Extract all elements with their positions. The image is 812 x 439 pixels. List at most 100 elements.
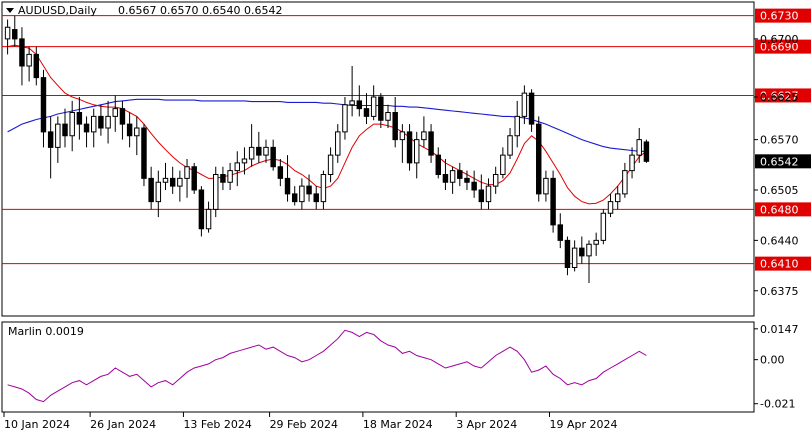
candle-bull	[335, 131, 341, 156]
candle-bear	[478, 189, 485, 203]
candle-bull	[622, 170, 628, 195]
current-price-tag	[755, 154, 811, 169]
level-tag	[755, 256, 811, 271]
candle-bull	[607, 201, 614, 214]
indicator-tick-label: 0.00	[760, 354, 785, 367]
candle-bull	[213, 174, 219, 210]
candle-bull	[184, 166, 190, 179]
level-tag	[755, 88, 811, 103]
level-tag-label: 0.6627	[760, 89, 799, 102]
date-tick-label: 19 Apr 2024	[550, 418, 618, 431]
level-tag-label: 0.6480	[760, 203, 799, 216]
candle-bear	[428, 131, 434, 156]
candle-bull	[629, 154, 635, 172]
candle-bear	[528, 92, 535, 125]
candle-bull	[586, 243, 592, 257]
candle-bear	[313, 193, 319, 203]
price-axis: 0.6700 0.6625 0.6570 0.6505 0.6440 0.6375 0.65…	[754, 33, 811, 298]
candle-bull	[370, 96, 377, 117]
price-tick-label: 0.6625	[760, 91, 799, 104]
level-tag	[755, 8, 811, 23]
candle-bull	[69, 112, 75, 137]
candle-bull	[485, 185, 492, 203]
ma-slow-line	[7, 98, 647, 152]
oscillator-line	[7, 329, 647, 403]
indicator-tick-label: 0.0147	[760, 323, 799, 336]
candle-bull	[26, 53, 32, 67]
candle-bear	[47, 131, 54, 148]
candle-bear	[306, 185, 312, 195]
candle-bull	[55, 123, 61, 148]
main-frame	[1, 1, 755, 317]
candle-bear	[33, 53, 40, 79]
candle-bear	[471, 181, 477, 191]
candle-bull	[543, 177, 549, 195]
price-tick-label: 0.6375	[760, 285, 799, 298]
candle-bear	[291, 193, 298, 203]
candle-bear	[141, 127, 147, 179]
candle-bull	[449, 170, 456, 183]
candle-bull	[241, 158, 248, 164]
candle-bear	[169, 177, 176, 187]
candle-bull	[521, 92, 528, 117]
candle-bear	[536, 123, 542, 195]
candle-bull	[155, 181, 162, 203]
level-tag	[755, 202, 811, 217]
candle-bear	[40, 77, 47, 133]
candle-bear	[148, 177, 154, 203]
candle-bear	[442, 174, 449, 183]
candle-bear	[406, 131, 413, 164]
candle-bear	[270, 146, 276, 168]
candle-bull	[385, 112, 391, 121]
candle-bull	[248, 146, 255, 160]
candle-bull	[593, 239, 599, 245]
level-tag	[755, 39, 811, 54]
candle-bear	[457, 170, 463, 179]
candle-bear	[284, 177, 291, 195]
indicator-tick-label: -0.021	[760, 398, 795, 411]
level-tag-label: 0.6730	[760, 10, 799, 23]
price-tick-label: 0.6570	[760, 134, 799, 147]
candle-bear	[557, 224, 564, 241]
price-tick-label: 0.6700	[760, 33, 799, 46]
candle-bull	[177, 177, 183, 187]
candle-bear	[126, 123, 133, 137]
date-tick-label: 26 Jan 2024	[90, 418, 156, 431]
candle-bull	[492, 174, 499, 187]
level-lines: 0.6730 0.6690 0.6627 0.6480 0.6410	[2, 8, 811, 271]
candle-bear	[220, 174, 226, 183]
candle-bull	[227, 170, 233, 183]
candle-bear	[98, 115, 104, 129]
candles	[4, 15, 650, 283]
candle-bull	[4, 26, 11, 40]
candle-bull	[500, 154, 506, 175]
candle-bull	[507, 135, 513, 156]
price-tick-label: 0.6440	[760, 234, 799, 247]
candle-bull	[234, 162, 241, 172]
date-tick-label: 10 Jan 2024	[4, 418, 70, 431]
oscillator-plot: 0.0147 0.00 -0.021	[7, 323, 799, 411]
candle-bull	[349, 100, 355, 106]
candle-bull	[600, 212, 607, 241]
dropdown-arrow-icon[interactable]	[6, 8, 14, 13]
candle-bear	[12, 29, 18, 40]
indicator-frame	[1, 321, 755, 413]
candle-bull	[413, 139, 420, 164]
candle-bear	[76, 112, 83, 125]
date-axis: 10 Jan 2024 26 Jan 2024 13 Feb 2024 29 Feb …	[3, 412, 618, 431]
candle-bull	[299, 185, 305, 203]
current-price-label: 0.6542	[760, 155, 799, 168]
ohlc-readout: 0.6567 0.6570 0.6540 0.6542	[118, 4, 282, 17]
candle-bull	[514, 115, 520, 137]
date-tick-label: 29 Feb 2024	[270, 418, 338, 431]
candle-bull	[421, 131, 427, 141]
candle-bear	[435, 154, 441, 175]
candle-bear	[363, 108, 370, 117]
candle-bear	[19, 38, 25, 67]
candle-bull	[112, 108, 118, 117]
candle-bear	[643, 141, 650, 162]
candle-bull	[327, 154, 334, 175]
candle-bull	[162, 177, 169, 183]
